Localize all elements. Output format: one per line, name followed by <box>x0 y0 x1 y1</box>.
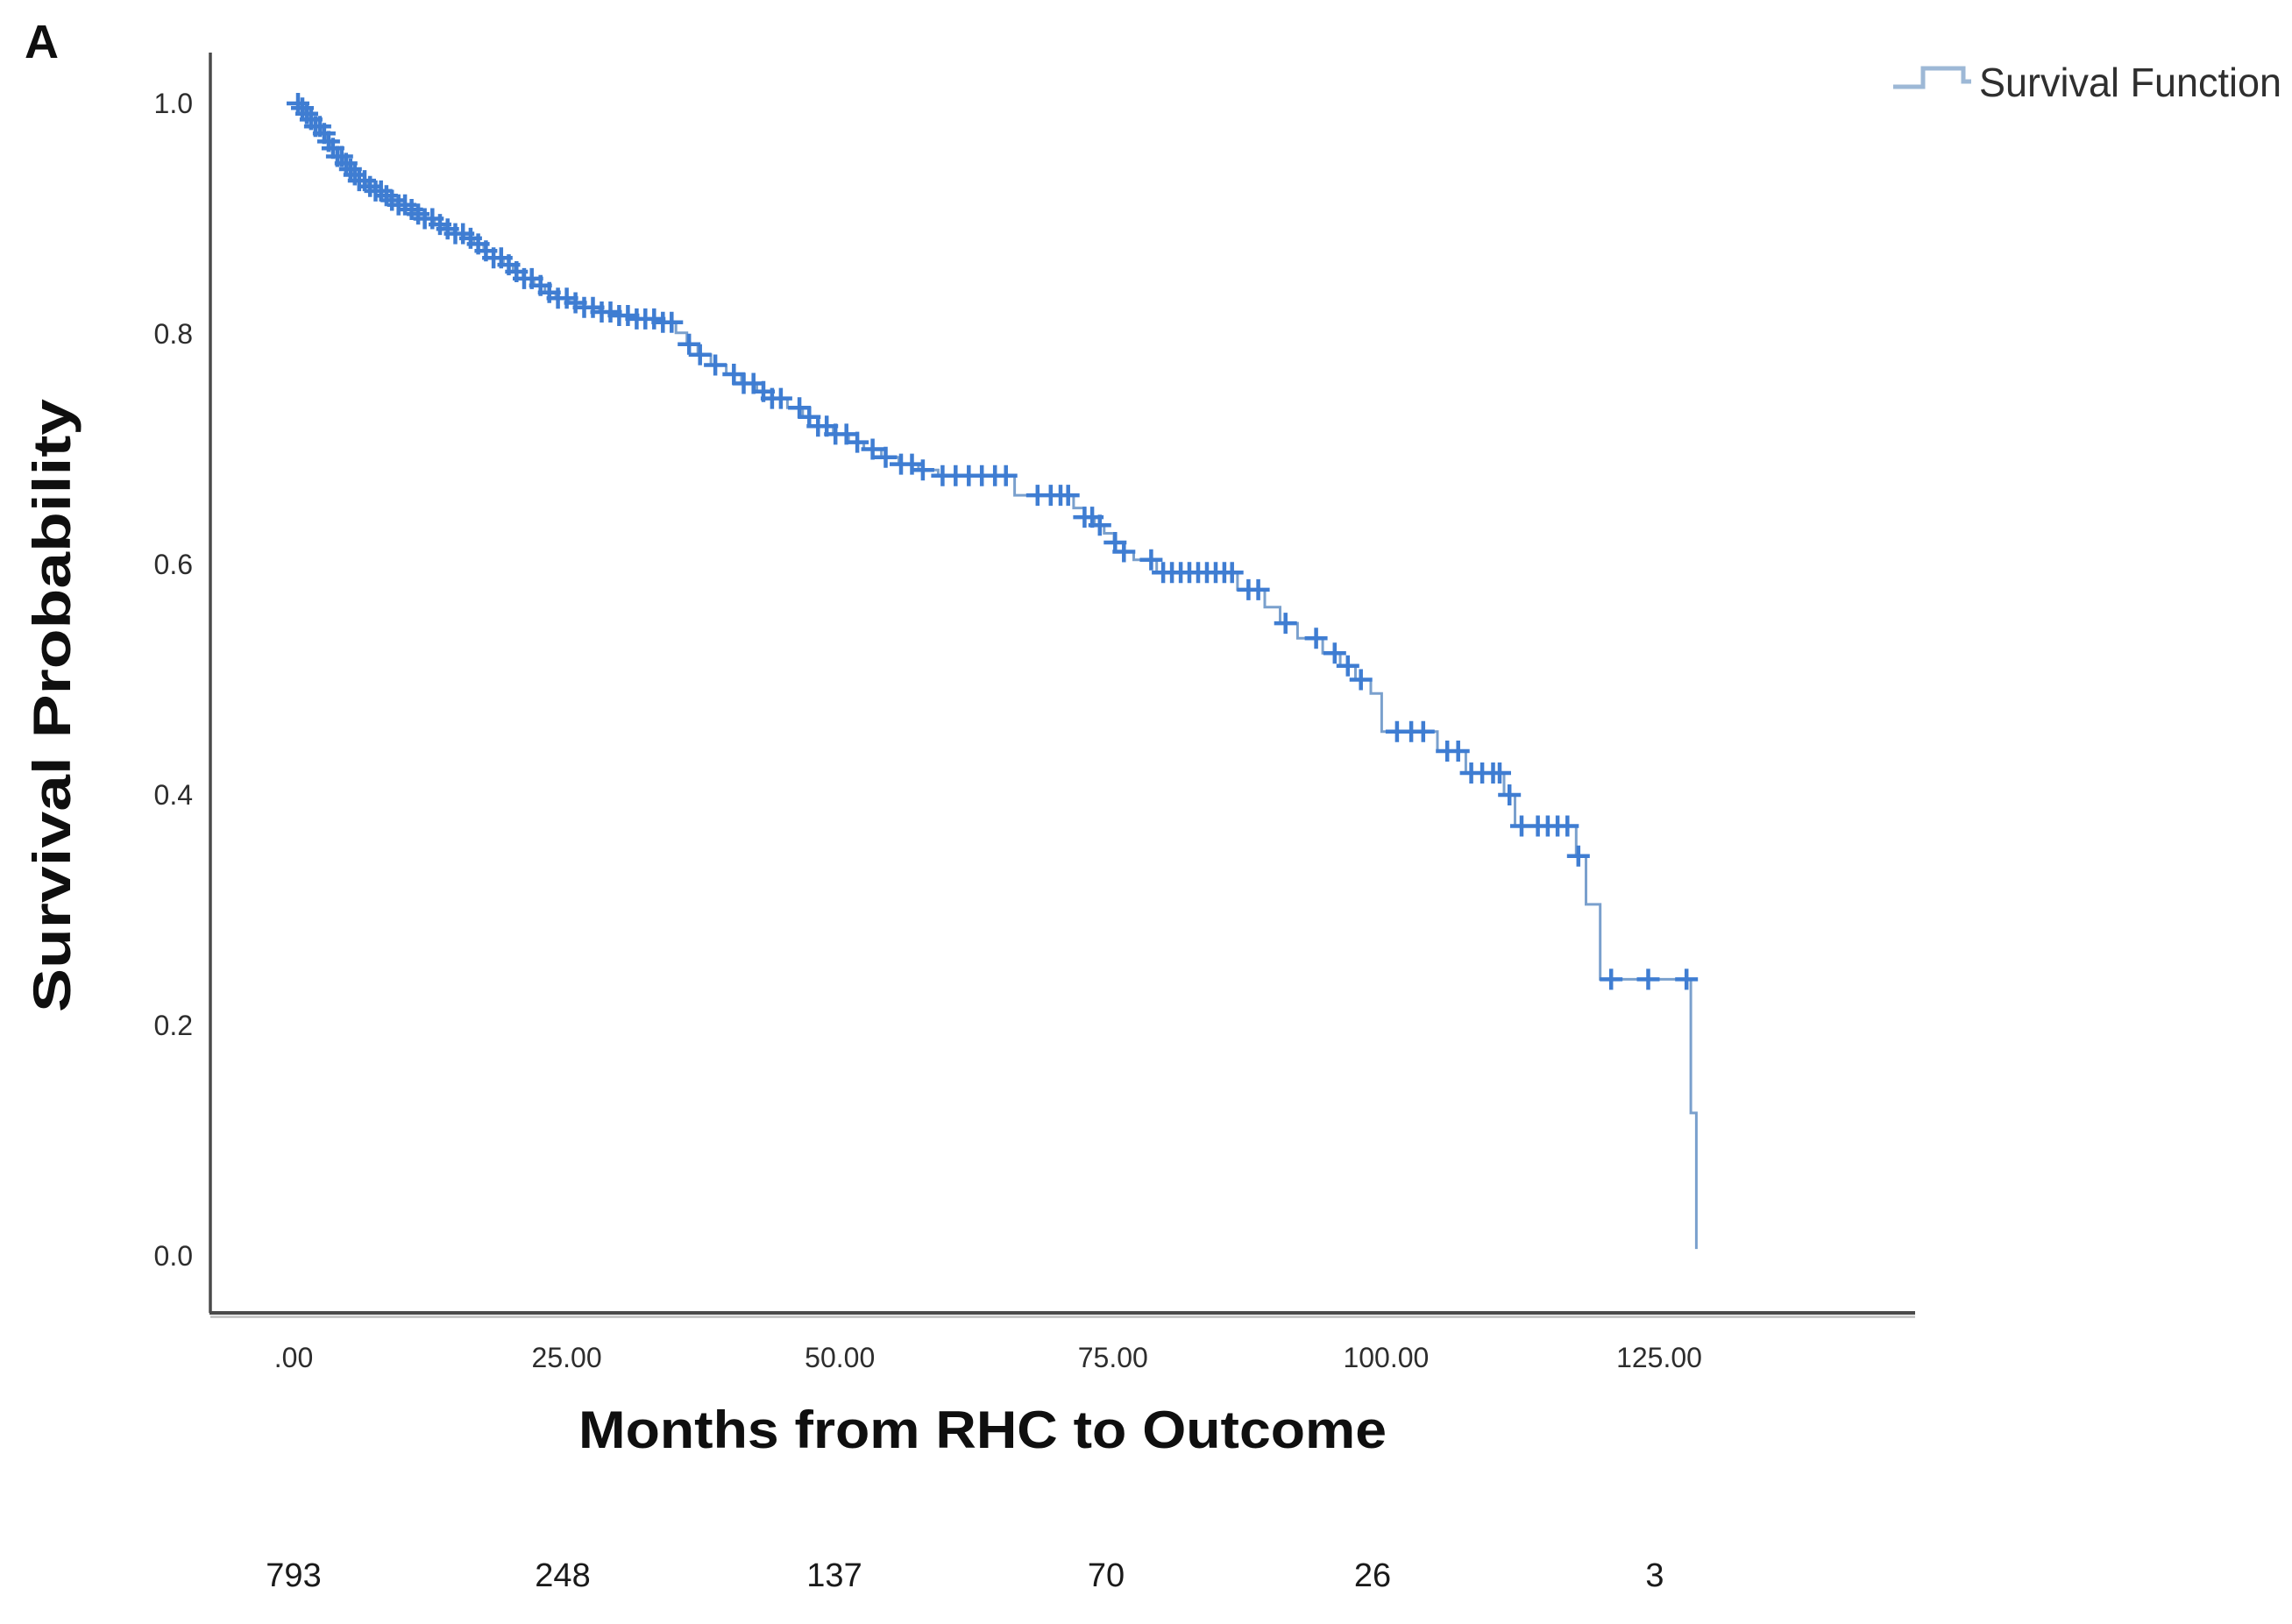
x-tick-label: 125.00 <box>1616 1342 1702 1373</box>
y-axis-title: Survival Probability <box>23 398 82 1012</box>
y-tick-label: 0.2 <box>154 1010 193 1041</box>
censor-marks <box>287 93 1699 990</box>
at-risk-value: 137 <box>806 1557 862 1594</box>
x-tick-label: 25.00 <box>532 1342 602 1373</box>
x-tick-labels: .00 25.00 50.00 75.00 100.00 125.00 <box>274 1342 1702 1373</box>
y-tick-label: 0.8 <box>154 318 193 350</box>
x-tick-label: .00 <box>274 1342 313 1373</box>
at-risk-value: 793 <box>266 1557 321 1594</box>
at-risk-value: 3 <box>1645 1557 1664 1594</box>
at-risk-value: 70 <box>1088 1557 1125 1594</box>
survival-curve <box>294 102 1698 1250</box>
panel-label: A <box>25 16 59 68</box>
y-tick-label: 1.0 <box>154 88 193 119</box>
at-risk-value: 26 <box>1354 1557 1391 1594</box>
y-tick-label: 0.6 <box>154 549 193 580</box>
x-tick-label: 75.00 <box>1078 1342 1148 1373</box>
y-tick-labels: 1.0 0.8 0.6 0.4 0.2 0.0 <box>154 88 193 1272</box>
at-risk-row: 793 248 137 70 26 3 <box>266 1557 1664 1594</box>
y-tick-label: 0.0 <box>154 1240 193 1272</box>
step-line-icon <box>1893 66 1971 89</box>
x-tick-label: 100.00 <box>1343 1342 1429 1373</box>
x-axis-title: Months from RHC to Outcome <box>578 1401 1387 1459</box>
at-risk-value: 248 <box>535 1557 590 1594</box>
legend-label: Survival Function <box>1979 60 2281 105</box>
y-tick-label: 0.4 <box>154 779 193 811</box>
legend: Survival Function <box>1893 60 2281 105</box>
x-tick-label: 50.00 <box>805 1342 875 1373</box>
